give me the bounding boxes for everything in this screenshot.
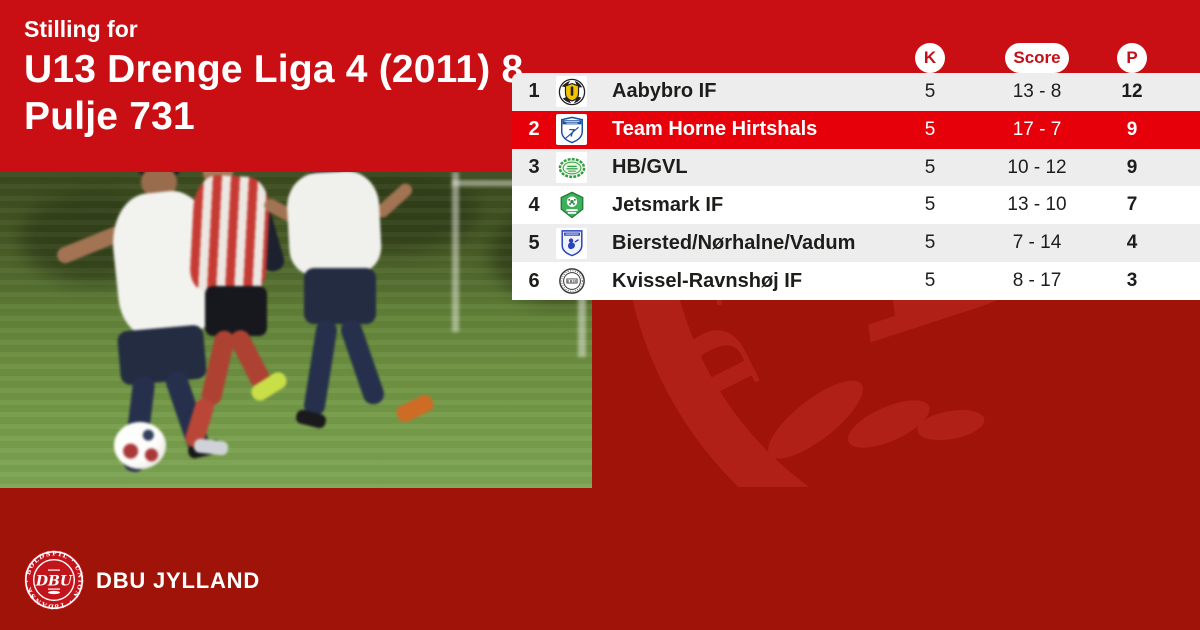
matches-played-cell: 5 [924,80,936,102]
points-cell: 3 [1126,270,1138,292]
standings-table: 1 Aabybro IF 5 13 - 8 12 2 7 Team Horne Hirtsha… [512,73,1200,300]
table-row: 4 Jetsmark IF 5 13 - 10 7 [512,186,1200,225]
watermark-wing [768,380,985,459]
score-cell: 8 - 17 [1012,270,1062,292]
player-middle-jersey [189,174,271,294]
svg-text:DBU: DBU [35,574,73,590]
points-cell: 4 [1126,232,1138,254]
club-logo-cell [556,76,592,108]
hb-gvl-icon [556,152,587,184]
aabybro-if-icon [556,76,587,108]
club-logo-cell [556,152,592,184]
photo-players [0,172,592,488]
team-name: HB/GVL [612,156,688,179]
matches-played-cell: 5 [924,118,936,140]
rank-cell: 6 [528,269,540,292]
points-cell: 12 [1121,80,1143,102]
match-photo [0,172,592,488]
page-title-block: Stilling for U13 Drenge Liga 4 (2011) 8.… [24,12,546,140]
player-right-shorts [304,268,376,324]
page-title-line1: U13 Drenge Liga 4 (2011) 8.. [24,48,546,91]
points-cell: 9 [1126,156,1138,178]
rank-cell: 5 [528,231,540,254]
club-logo-cell: 7 [556,114,592,146]
table-row: 2 7 Team Horne Hirtshals 5 17 - 7 9 [512,110,1200,149]
player-left-shorts [116,324,208,386]
dbu-crest-logo: DANSK · BOLDSPIL · UNION · 1889 · DBU [20,543,85,616]
kvissel-ravnshoj-if-icon: KRIF [556,265,587,297]
rank-cell: 2 [528,118,540,141]
biersted-norhalne-vadum-icon [556,227,587,259]
score-cell: 17 - 7 [1012,118,1062,140]
club-logo-cell [556,227,592,259]
table-row: 5 Biersted/Nørhalne/Vadum 5 7 - 14 4 [512,224,1200,263]
table-row: 6 KRIF Kvissel-Ravnshøj IF 5 8 - 17 3 [512,262,1200,300]
points-cell: 7 [1126,194,1138,216]
jetsmark-if-icon [556,189,587,221]
football-icon [114,422,166,469]
brand-name: DBU JYLLAND [96,568,261,593]
matches-played-cell: 5 [924,232,936,254]
team-name: Aabybro IF [612,80,717,103]
score-cell: 13 - 10 [1007,194,1067,216]
team-name: Kvissel-Ravnshøj IF [612,269,803,292]
goal-post [452,172,459,332]
eyebrow-label: Stilling for [24,16,138,42]
points-cell: 9 [1126,118,1138,140]
score-cell: 7 - 14 [1012,232,1062,254]
team-name: Team Horne Hirtshals [612,118,818,141]
team-horne-hirtshals-icon: 7 [556,114,587,146]
matches-played-cell: 5 [924,156,936,178]
player-right-leg [338,316,387,408]
score-cell: 13 - 8 [1012,80,1062,102]
matches-played-cell: 5 [924,194,936,216]
club-logo-cell [556,189,592,221]
player-right-leg [302,318,339,418]
team-name: Biersted/Nørhalne/Vadum [612,231,856,254]
score-cell: 10 - 12 [1007,156,1067,178]
club-logo-cell: KRIF [556,265,592,297]
team-name: Jetsmark IF [612,193,724,216]
column-badge-p: P [1117,43,1147,73]
table-row: 3 HB/GVL 5 10 - 12 9 [512,148,1200,187]
player-right-orange-shoe [394,392,436,425]
rank-cell: 3 [528,156,540,179]
svg-text:7: 7 [568,127,574,139]
rank-cell: 1 [528,80,540,103]
page-title-line2: Pulje 731 [24,95,195,138]
column-badge-k: K [915,43,945,73]
player-right-jersey [285,172,383,277]
player-middle-shorts [205,286,267,336]
column-badge-score: Score [1005,43,1069,73]
svg-text:KRIF: KRIF [566,280,577,284]
matches-played-cell: 5 [924,270,936,292]
table-row: 1 Aabybro IF 5 13 - 8 12 [512,73,1200,111]
rank-cell: 4 [528,193,540,216]
